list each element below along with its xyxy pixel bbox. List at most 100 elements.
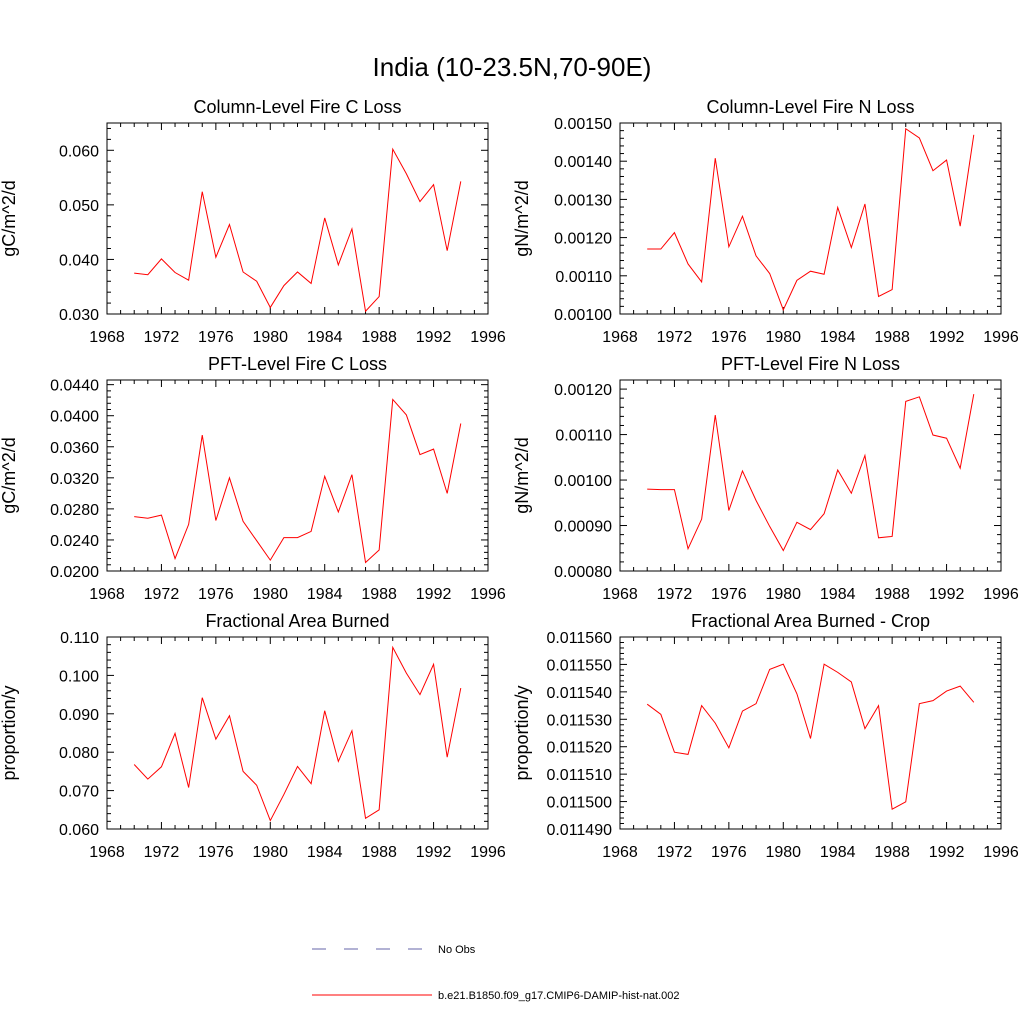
- plot-frame: [619, 122, 1002, 315]
- series-line-1: [133, 645, 462, 822]
- series-line-1: [647, 127, 975, 312]
- x-tick-label: 1996: [983, 329, 1019, 346]
- y-tick-label: 0.011550: [546, 657, 612, 674]
- y-tick-label: 0.00120: [554, 231, 612, 248]
- x-tick-label: 1968: [602, 586, 638, 603]
- x-tick-label: 1968: [89, 844, 125, 861]
- x-tick-label: 1972: [144, 844, 180, 861]
- y-tick-label: 0.011500: [546, 795, 612, 812]
- x-tick-label: 1968: [602, 844, 638, 861]
- y-tick-label: 0.011530: [546, 712, 612, 729]
- series-line-1: [134, 398, 462, 564]
- chart-title: PFT-Level Fire C Loss: [208, 354, 387, 374]
- x-tick-label: 1996: [983, 844, 1019, 861]
- y-tick-label: 0.0360: [50, 440, 99, 457]
- legend-label-no-obs: No Obs: [438, 944, 476, 956]
- x-tick-label: 1988: [361, 844, 397, 861]
- y-axis-label: gC/m^2/d: [0, 180, 19, 256]
- y-tick-label: 0.0240: [50, 533, 99, 550]
- y-tick-label: 0.00120: [554, 382, 612, 399]
- x-tick-label: 1972: [657, 844, 693, 861]
- plot-frame: [106, 122, 489, 315]
- series-line-1: [647, 394, 975, 552]
- x-tick-label: 1988: [361, 586, 397, 603]
- x-tick-label: 1992: [416, 586, 452, 603]
- y-tick-label: 0.00110: [555, 269, 612, 286]
- y-tick-label: 0.100: [59, 668, 99, 685]
- y-tick-label: 0.0280: [50, 502, 99, 519]
- y-tick-label: 0.060: [59, 822, 99, 839]
- y-axis-label: proportion/y: [512, 685, 532, 780]
- y-tick-label: 0.00110: [555, 428, 612, 445]
- x-tick-label: 1984: [820, 586, 856, 603]
- x-tick-label: 1996: [470, 329, 506, 346]
- x-tick-label: 1984: [307, 586, 343, 603]
- x-tick-label: 1992: [416, 329, 452, 346]
- y-tick-label: 0.030: [59, 307, 99, 324]
- series-line-1: [646, 663, 975, 811]
- y-tick-label: 0.011490: [546, 822, 612, 839]
- chart-title: PFT-Level Fire N Loss: [721, 354, 900, 374]
- x-tick-label: 1988: [361, 329, 397, 346]
- chart-panel-1: Column-Level Fire C Loss gC/m^2/d 1968 1972…: [0, 97, 506, 346]
- y-tick-label: 0.0320: [50, 471, 99, 488]
- figure-title: India (10-23.5N,70-90E): [373, 52, 652, 82]
- x-tick-label: 1984: [820, 329, 856, 346]
- x-tick-label: 1972: [144, 329, 180, 346]
- x-tick-label: 1996: [470, 586, 506, 603]
- chart-title: Column-Level Fire N Loss: [706, 97, 914, 117]
- y-tick-label: 0.011560: [546, 630, 612, 647]
- x-tick-label: 1976: [711, 844, 747, 861]
- x-tick-label: 1968: [89, 329, 125, 346]
- x-tick-label: 1980: [252, 329, 288, 346]
- y-tick-label: 0.090: [59, 707, 99, 724]
- chart-panel-5: Fractional Area Burned proportion/y 1968 19…: [0, 611, 506, 861]
- legend: No Obs b.e21.B1850.f09_g17.CMIP6-DAMIP-h…: [312, 944, 680, 1002]
- x-tick-label: 1976: [198, 586, 234, 603]
- x-tick-label: 1968: [602, 329, 638, 346]
- x-tick-label: 1972: [144, 586, 180, 603]
- x-tick-label: 1988: [874, 844, 910, 861]
- plot-frame: [106, 636, 489, 830]
- chart-title: Fractional Area Burned: [205, 611, 389, 631]
- x-tick-label: 1992: [416, 844, 452, 861]
- x-tick-label: 1976: [198, 329, 234, 346]
- chart-title: Fractional Area Burned - Crop: [691, 611, 930, 631]
- y-axis-label: gN/m^2/d: [512, 180, 532, 256]
- x-tick-label: 1980: [765, 329, 801, 346]
- x-tick-label: 1996: [470, 844, 506, 861]
- y-tick-label: 0.040: [59, 252, 99, 269]
- x-tick-label: 1980: [252, 844, 288, 861]
- y-tick-label: 0.011520: [546, 740, 612, 757]
- x-tick-label: 1980: [765, 586, 801, 603]
- x-tick-label: 1976: [198, 844, 234, 861]
- x-tick-label: 1976: [711, 586, 747, 603]
- plot-frame: [619, 379, 1002, 572]
- plot-frame: [619, 636, 1002, 830]
- y-tick-label: 0.00130: [554, 192, 612, 209]
- y-tick-label: 0.070: [59, 784, 99, 801]
- y-tick-label: 0.00100: [554, 307, 612, 324]
- chart-title: Column-Level Fire C Loss: [193, 97, 401, 117]
- y-tick-label: 0.050: [59, 198, 99, 215]
- legend-label-model: b.e21.B1850.f09_g17.CMIP6-DAMIP-hist-nat…: [438, 990, 680, 1002]
- x-tick-label: 1972: [657, 329, 693, 346]
- x-tick-label: 1988: [874, 586, 910, 603]
- x-tick-label: 1992: [929, 844, 965, 861]
- y-tick-label: 0.080: [59, 745, 99, 762]
- y-tick-label: 0.0440: [50, 378, 99, 395]
- y-tick-label: 0.0400: [50, 409, 99, 426]
- y-tick-label: 0.00100: [554, 473, 612, 490]
- chart-panel-3: PFT-Level Fire C Loss gC/m^2/d 1968 1972 197…: [0, 354, 506, 603]
- x-tick-label: 1976: [711, 329, 747, 346]
- x-tick-label: 1968: [89, 586, 125, 603]
- chart-panel-2: Column-Level Fire N Loss gN/m^2/d 1968 1972…: [512, 97, 1019, 346]
- y-tick-label: 0.110: [60, 630, 99, 647]
- chart-panel-6: Fractional Area Burned - Crop proportion/…: [512, 611, 1019, 861]
- series-line-1: [134, 147, 462, 313]
- x-tick-label: 1984: [820, 844, 856, 861]
- y-tick-label: 0.00090: [554, 519, 612, 536]
- x-tick-label: 1980: [252, 586, 288, 603]
- y-tick-label: 0.011540: [546, 685, 612, 702]
